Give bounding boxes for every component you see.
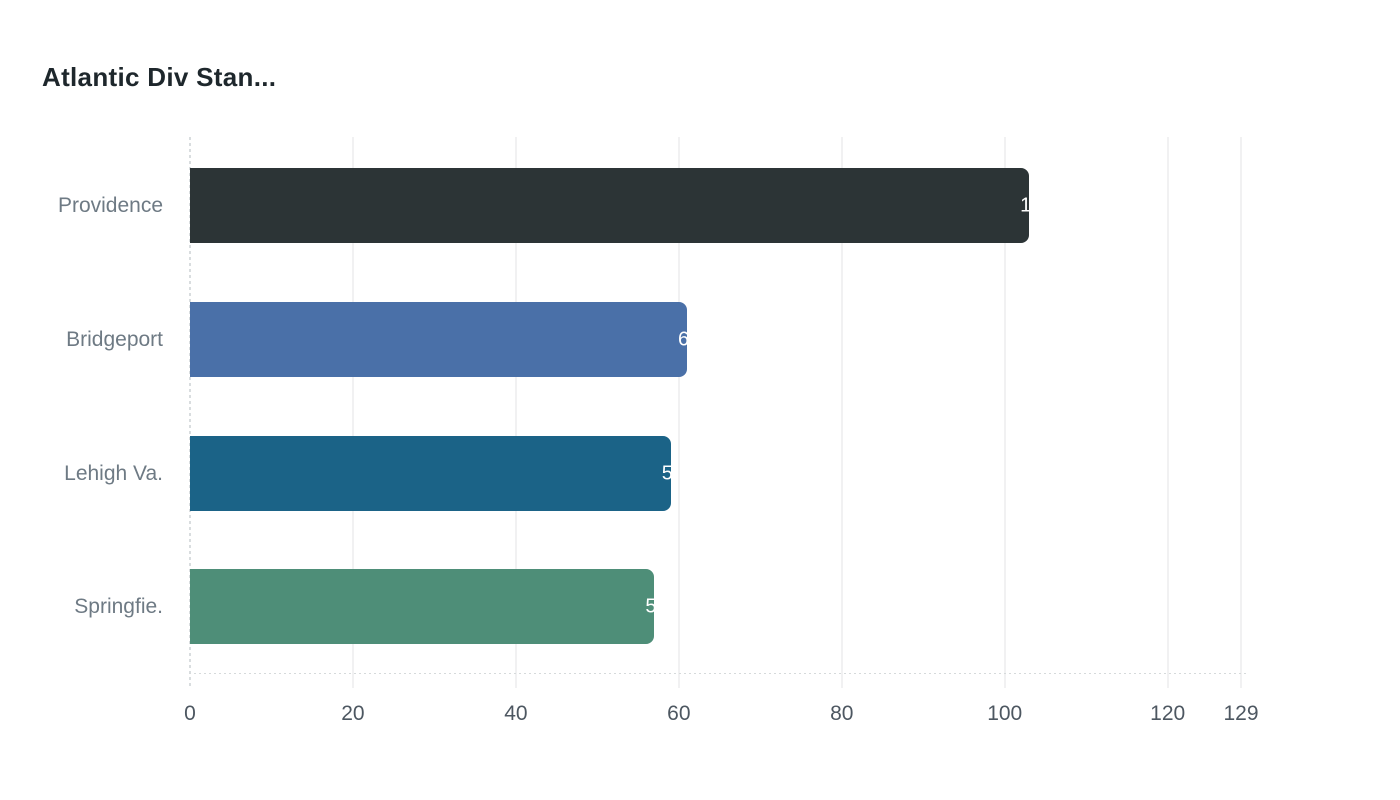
plot-area: 103 61 59 57 xyxy=(189,137,1248,688)
gridline-20 xyxy=(351,137,354,688)
category-axis: Providence Bridgeport Lehigh Va. Springfie. xyxy=(0,137,163,688)
x-tick-label-0: 0 xyxy=(184,702,196,725)
bar-springfie: 57 xyxy=(190,569,655,644)
bar-providence: 103 xyxy=(190,168,1030,243)
bar-value-label: 57 xyxy=(645,595,655,617)
category-label-providence: Providence xyxy=(57,193,163,217)
chart-title: Atlantic Div Stan... xyxy=(42,62,277,92)
category-label-springfie: Springfie. xyxy=(74,594,163,618)
bar-value-label: 61 xyxy=(677,328,687,350)
x-tick-label-100: 100 xyxy=(987,702,1023,725)
x-tick-label-20: 20 xyxy=(341,702,365,725)
x-axis-baseline xyxy=(189,673,1248,674)
category-label-bridgeport: Bridgeport xyxy=(66,327,163,351)
x-tick-label-129: 129 xyxy=(1223,702,1259,725)
gridline-129 xyxy=(1240,137,1242,688)
bar-lehigh-va: 59 xyxy=(190,436,671,511)
category-label-lehigh-va: Lehigh Va. xyxy=(64,461,163,485)
value-axis: 0 20 40 60 80 100 120 129 xyxy=(184,702,1258,730)
bar-value-label: 59 xyxy=(661,462,671,484)
x-tick-label-120: 120 xyxy=(1150,702,1186,725)
x-tick-label-80: 80 xyxy=(830,702,854,725)
zero-axis-line xyxy=(189,137,191,688)
gridline-80 xyxy=(840,137,843,688)
gridline-120 xyxy=(1166,137,1169,688)
gridline-100 xyxy=(1003,137,1006,688)
gridline-40 xyxy=(514,137,517,688)
x-tick-label-60: 60 xyxy=(667,702,691,725)
gridline-60 xyxy=(677,137,680,688)
bar-value-label: 103 xyxy=(1020,194,1030,216)
x-tick-label-40: 40 xyxy=(504,702,528,725)
bar-bridgeport: 61 xyxy=(190,302,687,377)
